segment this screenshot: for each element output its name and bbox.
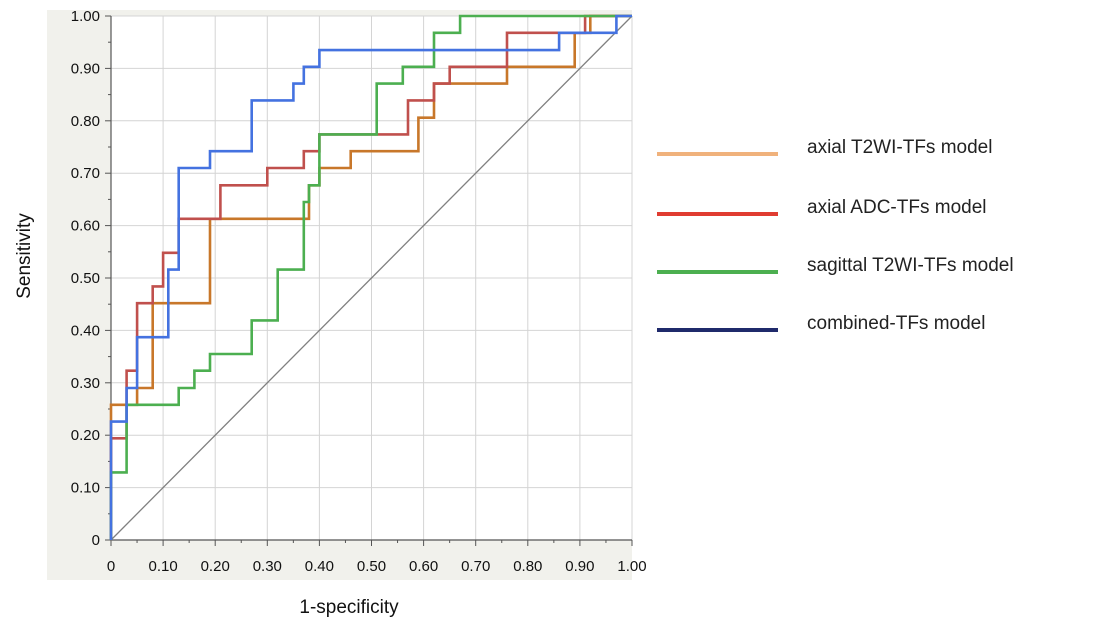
- x-tick-label: 0.30: [253, 558, 282, 575]
- legend-label: sagittal T2WI-TFs model: [807, 255, 1014, 276]
- series-line-axial-t2wi-tfs-model: [109, 14, 632, 540]
- reference-diagonal-line: [110, 15, 633, 541]
- y-tick-label: 0.40: [71, 322, 100, 339]
- x-tick-label: 0.90: [565, 558, 594, 575]
- y-tick-label: 0: [92, 532, 100, 549]
- x-tick-label: 0.10: [148, 558, 177, 575]
- series-line-sagittal-t2wi-tfs-model: [109, 14, 632, 540]
- x-tick-label: 0.50: [357, 558, 386, 575]
- y-tick-label: 0.10: [71, 480, 100, 497]
- y-tick-label: 0.70: [71, 165, 100, 182]
- series-line-axial-adc-tfs-model: [109, 14, 632, 540]
- legend-label: combined-TFs model: [807, 313, 985, 334]
- y-tick-label: 0.20: [71, 427, 100, 444]
- y-tick-label: 0.90: [71, 60, 100, 77]
- legend: axial T2WI-TFs model axial ADC-TFs model s…: [657, 137, 1014, 334]
- legend-label: axial ADC-TFs model: [807, 197, 987, 218]
- x-tick-label: 0.80: [513, 558, 542, 575]
- x-tick-label: 1.00: [617, 558, 646, 575]
- x-tick-label: 0: [107, 558, 115, 575]
- x-tick-label: 0.20: [201, 558, 230, 575]
- y-tick-label: 0.30: [71, 375, 100, 392]
- legend-label: axial T2WI-TFs model: [807, 137, 992, 158]
- series-line-combined-tfs-model: [109, 14, 632, 540]
- x-tick-label: 0.60: [409, 558, 438, 575]
- x-tick-label: 0.70: [461, 558, 490, 575]
- x-tick-label: 0.40: [305, 558, 334, 575]
- y-axis-title: Sensitivity: [14, 213, 35, 299]
- series-layer: [109, 14, 633, 541]
- y-tick-label: 1.00: [71, 8, 100, 25]
- x-axis-title: 1-specificity: [299, 597, 399, 618]
- y-tick-label: 0.50: [71, 270, 100, 287]
- y-tick-label: 0.60: [71, 218, 100, 235]
- y-tick-label: 0.80: [71, 113, 100, 130]
